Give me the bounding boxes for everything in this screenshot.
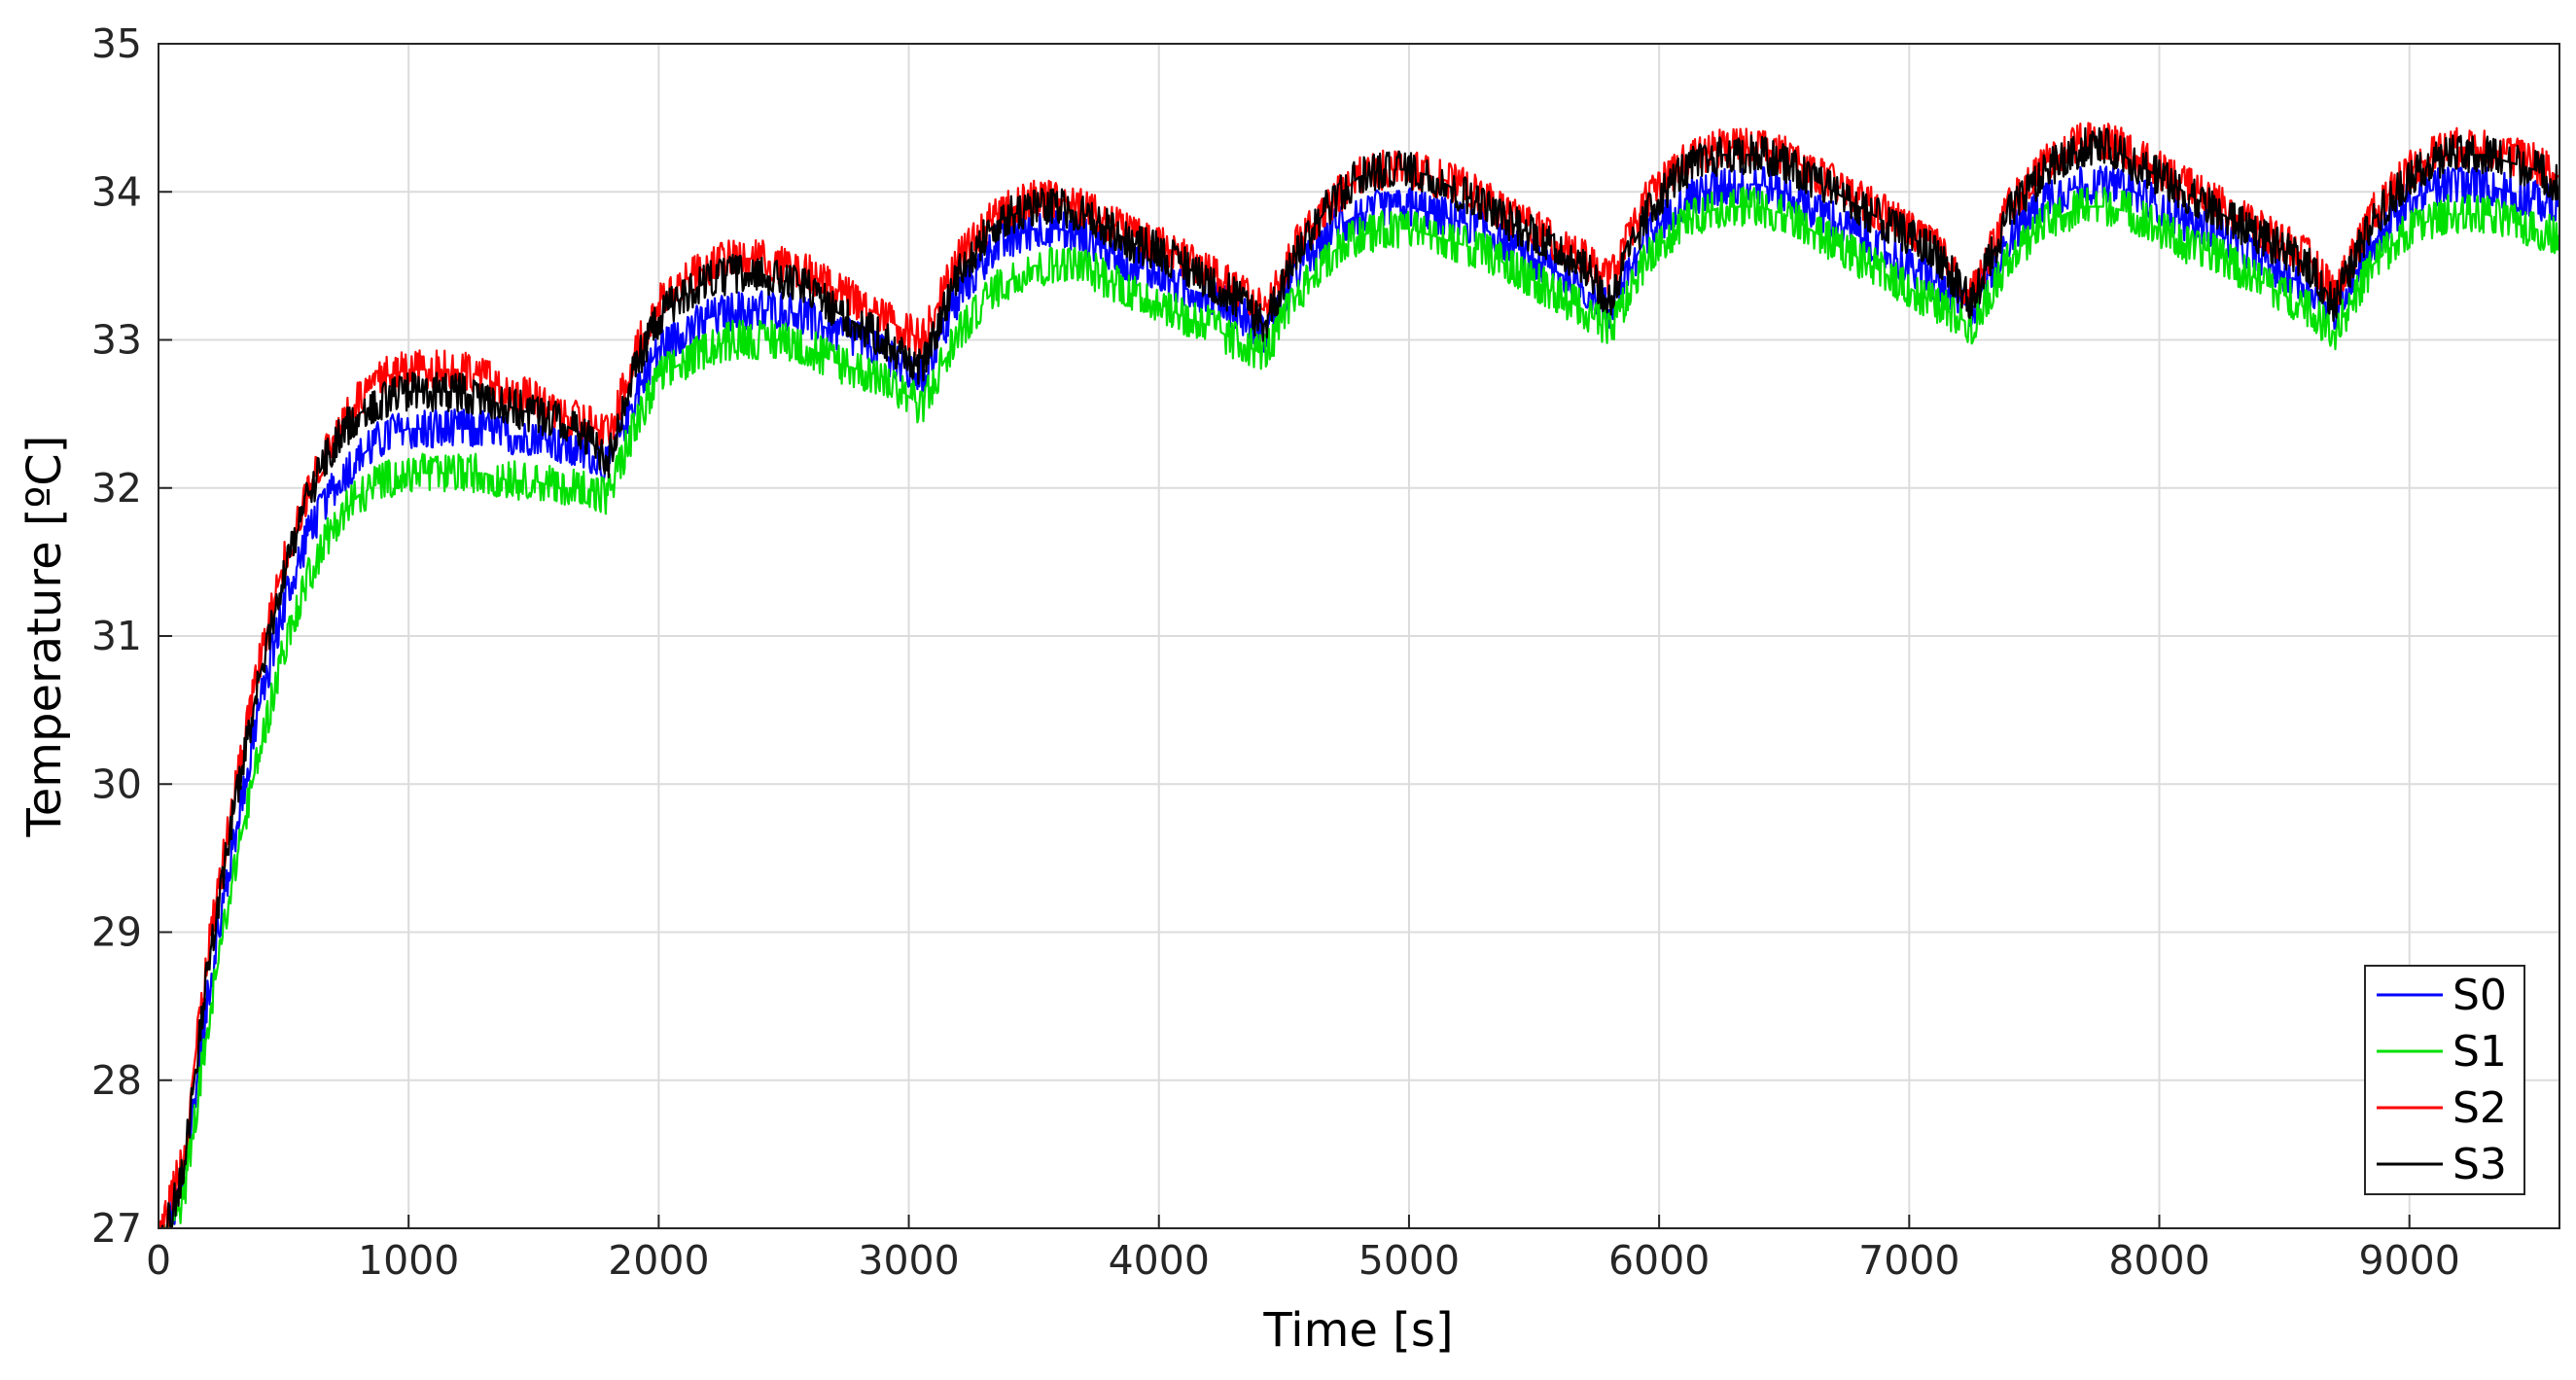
x-tick-label: 7000 <box>1858 1237 1959 1284</box>
legend-box <box>2364 965 2525 1195</box>
legend-label-s1: S1 <box>2452 1027 2507 1077</box>
y-tick-label: 34 <box>91 168 142 215</box>
y-tick-label: 33 <box>91 317 142 364</box>
legend: S0 S1 S2 S3 <box>2364 965 2525 1195</box>
legend-label-s3: S3 <box>2452 1140 2507 1189</box>
y-tick-label: 27 <box>91 1205 142 1252</box>
legend-label-s2: S2 <box>2452 1083 2507 1133</box>
x-tick-label: 2000 <box>608 1237 709 1284</box>
x-tick-label: 9000 <box>2359 1237 2460 1284</box>
y-tick-label: 32 <box>91 465 142 512</box>
x-tick-label: 5000 <box>1359 1237 1460 1284</box>
x-tick-label: 8000 <box>2108 1237 2209 1284</box>
x-tick-label: 1000 <box>358 1237 459 1284</box>
x-tick-label: 3000 <box>858 1237 959 1284</box>
x-tick-label: 0 <box>146 1237 171 1284</box>
x-tick-label: 6000 <box>1608 1237 1710 1284</box>
x-tick-label: 4000 <box>1109 1237 1210 1284</box>
y-tick-label: 29 <box>91 909 142 956</box>
y-tick-label: 28 <box>91 1057 142 1104</box>
axis-ticks: 0 1000 2000 3000 4000 5000 6000 7000 8000 9000 27 2… <box>91 20 2460 1284</box>
y-tick-label: 31 <box>91 613 142 659</box>
series-lines <box>159 122 2559 1228</box>
legend-label-s0: S0 <box>2452 971 2507 1020</box>
series-line-s1 <box>162 186 2559 1228</box>
y-axis-label: Temperature [ºC] <box>18 436 72 838</box>
y-tick-label: 30 <box>91 761 142 807</box>
x-axis-label: Time [s] <box>1262 1303 1453 1358</box>
series-line-s3 <box>160 126 2559 1228</box>
y-tick-label: 35 <box>91 20 142 67</box>
